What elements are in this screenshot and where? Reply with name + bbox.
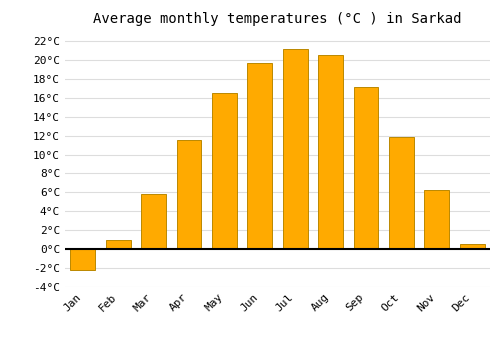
Bar [283, 49, 308, 249]
Bar [354, 88, 378, 249]
Bar [141, 194, 166, 249]
Title: Average monthly temperatures (°C ) in Sarkad: Average monthly temperatures (°C ) in Sa… [93, 12, 462, 26]
Bar [460, 244, 484, 249]
Bar [248, 63, 272, 249]
Bar [424, 190, 450, 249]
Bar [176, 140, 202, 249]
Bar [318, 55, 343, 249]
Bar [70, 249, 95, 270]
Bar [389, 138, 414, 249]
Bar [212, 93, 237, 249]
Bar [106, 240, 130, 249]
